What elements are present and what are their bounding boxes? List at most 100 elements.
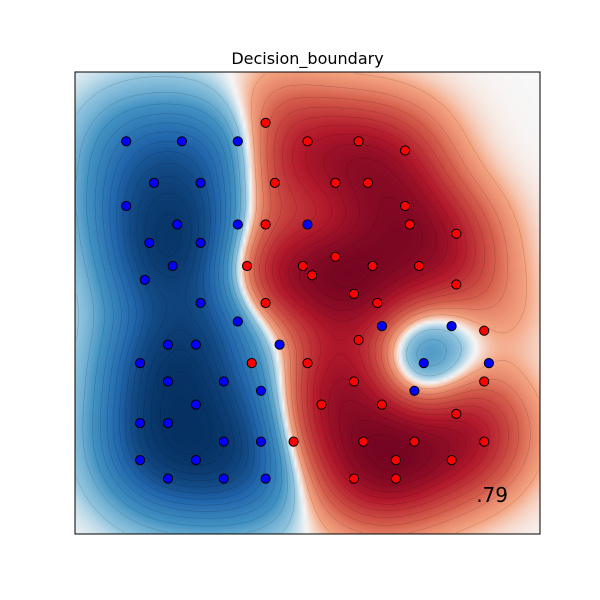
contour-level-8 <box>109 131 266 506</box>
contour-level-13 <box>76 76 462 533</box>
point-class1-9 <box>404 219 415 230</box>
point-class1-21 <box>479 325 490 336</box>
point-class0-3 <box>149 177 160 188</box>
point-class0-22 <box>135 418 146 429</box>
point-class0-35 <box>483 358 494 369</box>
decision-surface <box>75 72 540 534</box>
contour-level-17 <box>259 107 509 518</box>
point-class0-8 <box>144 237 155 248</box>
point-class0-1 <box>176 136 187 147</box>
point-class1-16 <box>414 260 425 272</box>
point-class1-27 <box>376 399 387 410</box>
point-class0-12 <box>195 297 206 309</box>
point-class0-33 <box>446 321 457 332</box>
point-class0-15 <box>190 339 201 350</box>
point-class0-6 <box>172 219 183 230</box>
data-points <box>121 117 494 484</box>
point-class0-27 <box>190 455 201 466</box>
point-class0-29 <box>218 473 229 484</box>
contour-level-11 <box>86 103 282 527</box>
point-class0-16 <box>274 339 285 350</box>
point-class1-2 <box>353 136 364 147</box>
contour-level-20 <box>279 133 479 499</box>
point-class0-28 <box>162 473 174 484</box>
point-class0-30 <box>260 473 271 484</box>
point-class1-7 <box>400 200 411 212</box>
point-class1-33 <box>479 436 490 447</box>
point-class0-21 <box>190 399 201 410</box>
point-class1-5 <box>330 177 341 188</box>
contour-level-12 <box>76 92 447 533</box>
point-class1-12 <box>297 260 308 272</box>
point-class1-31 <box>358 436 369 447</box>
contour-level-22 <box>298 157 450 486</box>
point-class0-2 <box>232 136 243 147</box>
point-class1-15 <box>367 260 378 272</box>
point-class1-29 <box>451 408 462 419</box>
point-class0-11 <box>139 274 150 285</box>
point-class0-7 <box>232 219 243 230</box>
contour-level-7 <box>116 141 261 500</box>
point-class1-35 <box>446 455 457 466</box>
point-class1-24 <box>302 358 313 369</box>
contour-level-15 <box>249 84 531 533</box>
point-class0-0 <box>121 136 132 147</box>
point-class0-25 <box>255 436 267 447</box>
point-class1-28 <box>316 399 327 410</box>
contour-level-23 <box>311 196 432 479</box>
point-class1-20 <box>260 297 271 309</box>
point-class0-23 <box>162 418 174 429</box>
point-class1-23 <box>246 358 257 369</box>
point-class1-14 <box>330 251 341 262</box>
point-class1-30 <box>288 436 299 447</box>
point-class1-13 <box>307 270 318 281</box>
contour-level-14 <box>244 73 539 533</box>
point-class0-18 <box>162 376 174 387</box>
point-class1-3 <box>400 145 411 156</box>
point-class1-8 <box>260 219 271 230</box>
point-class1-6 <box>362 177 373 188</box>
score-label: .79 <box>476 483 508 507</box>
point-class1-11 <box>242 260 253 272</box>
point-class1-17 <box>451 279 462 290</box>
chart-title: Decision_boundary <box>231 49 383 69</box>
point-class1-0 <box>260 117 271 128</box>
point-class0-14 <box>162 339 174 350</box>
point-class1-26 <box>479 376 490 387</box>
point-class1-37 <box>390 473 401 484</box>
point-class0-26 <box>135 455 146 466</box>
point-class1-25 <box>348 376 360 387</box>
point-class1-10 <box>451 228 462 239</box>
point-class1-1 <box>302 136 313 147</box>
contour-level-10 <box>94 113 277 519</box>
point-class0-13 <box>232 316 243 327</box>
axes-frame <box>74 71 541 535</box>
point-class0-20 <box>255 385 267 396</box>
contour-level-16 <box>254 96 519 526</box>
point-class1-36 <box>348 473 360 484</box>
point-class1-19 <box>372 297 383 309</box>
point-class1-18 <box>348 288 360 299</box>
point-class0-34 <box>418 358 429 369</box>
point-class0-17 <box>135 358 146 369</box>
point-class0-31 <box>302 219 313 230</box>
point-class0-9 <box>195 237 206 248</box>
point-class0-24 <box>218 436 229 447</box>
contour-level-21 <box>288 144 466 493</box>
point-class0-36 <box>409 385 420 396</box>
contour-lines <box>76 73 539 533</box>
point-class0-4 <box>195 177 206 188</box>
contour-level-18 <box>265 116 500 511</box>
point-class0-32 <box>376 321 387 332</box>
point-class0-5 <box>121 200 132 212</box>
point-class0-10 <box>167 260 178 272</box>
contour-level-9 <box>102 122 271 512</box>
point-class0-19 <box>218 376 229 387</box>
contour-level-6 <box>122 151 255 494</box>
point-class1-4 <box>269 177 280 188</box>
point-class1-32 <box>409 436 420 447</box>
point-class1-34 <box>390 455 401 466</box>
point-class1-22 <box>353 334 364 346</box>
contour-level-5 <box>129 162 249 488</box>
